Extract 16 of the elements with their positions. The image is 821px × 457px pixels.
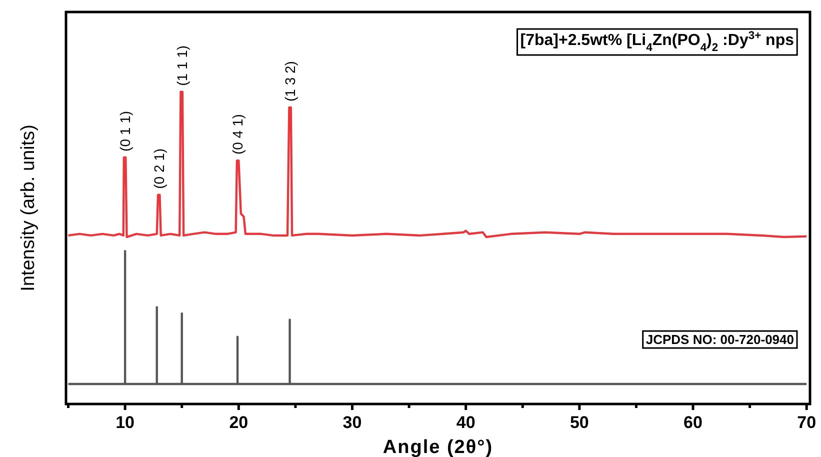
x-tick-label: 10	[116, 413, 135, 432]
text: [7ba]+2.5wt% [Li$_{4}$Zn(PO$_{4}$)$_{2}$ :Dy$^{3+}$ nps	[520, 30, 794, 54]
x-tick-label: 30	[342, 413, 362, 432]
x-tick-label: 20	[229, 413, 248, 432]
x-tick-label: 40	[456, 413, 476, 432]
annotation: (1 3 2)	[282, 61, 298, 102]
x-tick-label: 70	[797, 413, 816, 432]
x-tick-label: 60	[684, 413, 702, 432]
x-axis-title: Angle (2θ°)	[382, 437, 494, 457]
annotation: (0 2 1)	[151, 148, 168, 189]
x-tick-label: 50	[570, 413, 589, 432]
y-axis-title: Intensity (arb. units)	[18, 124, 39, 292]
annotation: (0 4 1)	[230, 114, 246, 155]
annotation: (0 1 1)	[117, 110, 134, 152]
text: JCPDS NO: 00-720-0940	[646, 332, 794, 348]
annotation: (1 1 1)	[174, 45, 190, 86]
